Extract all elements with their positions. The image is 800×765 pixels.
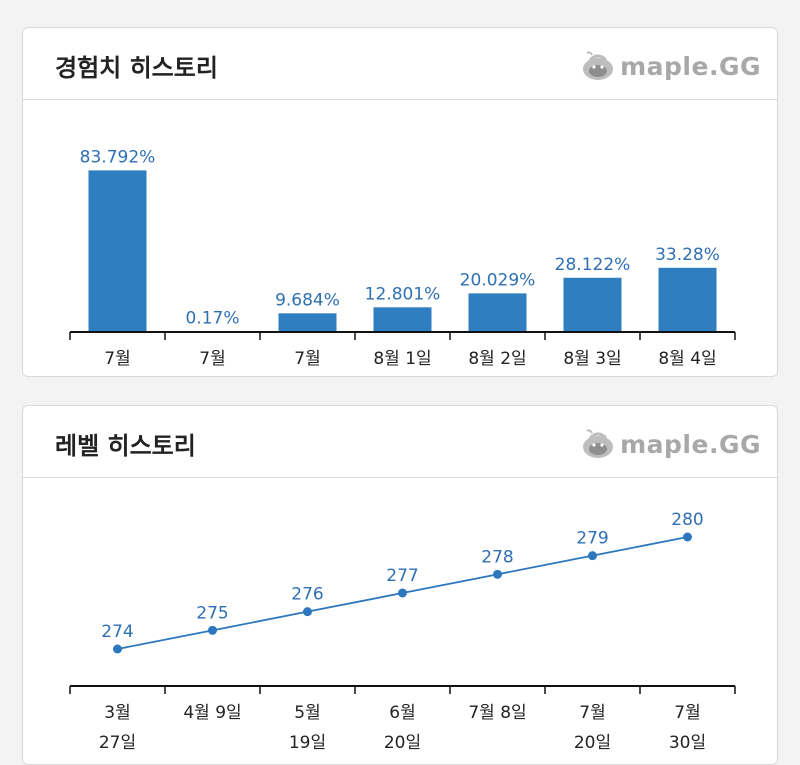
- exp-value-label: 83.792%: [80, 147, 156, 167]
- exp-bar: [658, 267, 717, 332]
- level-history-title: 레벨 히스토리: [55, 432, 196, 460]
- exp-value-label: 20.029%: [460, 270, 536, 290]
- level-point: [113, 644, 122, 654]
- exp-bar-chart: 83.792% 0.17% 9.684% 12.801% 20.029% 28.122% 3…: [69, 147, 736, 377]
- brand-name: maple.GG: [620, 51, 761, 81]
- level-point: [208, 625, 217, 635]
- exp-history-header: 경험치 히스토리 maple.GG: [23, 28, 777, 100]
- level-value-label: 277: [386, 566, 418, 586]
- level-value-label: 280: [671, 510, 703, 530]
- level-line-chart: 274 275 276 277 278 279 280 3월 27일 4월 9일 5월 19일 6월 20…: [69, 510, 736, 753]
- x-tick-label: 8월 3일: [563, 349, 621, 369]
- brand-logo[interactable]: maple.GG: [580, 50, 761, 82]
- x-tick-label: 7월 8일: [468, 703, 526, 723]
- x-tick-label: 7월 20일: [574, 703, 611, 753]
- x-tick-label: 8월 4일: [658, 349, 716, 369]
- x-tick-label: 4월 9일: [183, 703, 241, 723]
- exp-value-label: 33.28%: [655, 245, 720, 265]
- x-tick-label: 3월 27일: [99, 703, 136, 753]
- x-tick-label: 7월31일: [289, 349, 326, 377]
- exp-value-label: 28.122%: [555, 255, 631, 275]
- exp-history-title: 경험치 히스토리: [55, 54, 218, 82]
- brand-logo[interactable]: maple.GG: [580, 428, 761, 460]
- exp-bar: [88, 170, 147, 332]
- x-tick-label: 8월 2일: [468, 349, 526, 369]
- exp-value-label: 12.801%: [365, 284, 441, 304]
- level-point: [493, 569, 502, 579]
- x-tick-label: 7월29일: [99, 349, 136, 377]
- level-history-card: 레벨 히스토리 maple.GG 274 275 276 277 278 279 280 3월…: [22, 405, 778, 765]
- exp-bar: [563, 277, 622, 332]
- exp-value-label: 0.17%: [185, 309, 239, 329]
- exp-value-label: 9.684%: [275, 290, 340, 310]
- level-value-label: 275: [196, 603, 228, 623]
- level-point: [588, 551, 597, 561]
- x-tick-label: 8월 1일: [373, 349, 431, 369]
- level-value-label: 279: [576, 529, 608, 549]
- level-point: [683, 532, 692, 542]
- level-value-label: 278: [481, 547, 513, 567]
- level-point: [398, 588, 407, 598]
- level-value-label: 276: [291, 585, 323, 605]
- level-point: [303, 607, 312, 617]
- level-value-label: 274: [101, 622, 133, 642]
- brand-name: maple.GG: [620, 429, 761, 459]
- mushroom-logo-icon: [583, 429, 614, 458]
- exp-bar: [468, 293, 527, 332]
- x-tick-label: 5월 19일: [289, 703, 326, 753]
- mushroom-logo-icon: [583, 51, 614, 80]
- x-tick-label: 6월 20일: [384, 703, 421, 753]
- exp-bar: [373, 307, 432, 332]
- exp-bar: [278, 313, 337, 332]
- exp-history-card: 경험치 히스토리 maple.GG 83.792% 0.17% 9.684% 12.8…: [22, 27, 778, 377]
- level-history-header: 레벨 히스토리 maple.GG: [23, 406, 777, 478]
